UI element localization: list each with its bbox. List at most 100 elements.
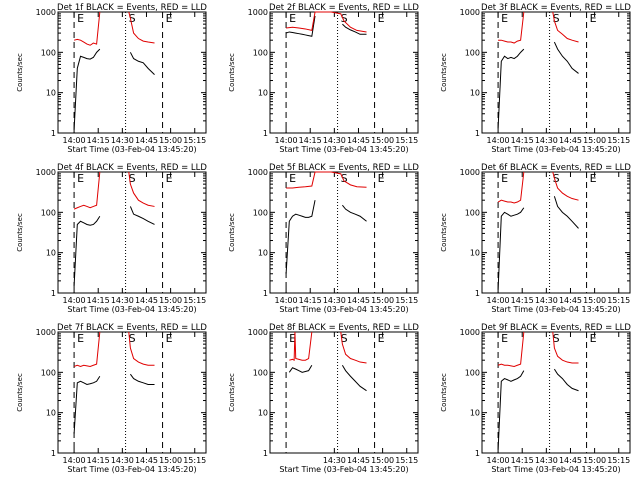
series-events bbox=[288, 364, 313, 373]
series-lld bbox=[73, 11, 101, 46]
x-tick-label: 14:45 bbox=[135, 296, 158, 305]
x-tick-label: 15:00 bbox=[371, 136, 394, 145]
chart-title: Det 8f BLACK = Events, RED = LLD bbox=[269, 323, 419, 333]
x-tick-label: 14:30 bbox=[535, 456, 558, 465]
y-tick-label: 100 bbox=[253, 368, 268, 377]
x-tick-label: 14:00 bbox=[487, 296, 510, 305]
marker-label: S bbox=[341, 332, 348, 345]
marker-label: E bbox=[77, 332, 84, 345]
series-lld bbox=[73, 171, 101, 210]
y-tick-label: 100 bbox=[41, 368, 56, 377]
x-tick-label: 14:30 bbox=[323, 136, 346, 145]
marker-label: S bbox=[129, 172, 136, 185]
x-tick-label: 15:00 bbox=[583, 296, 606, 305]
marker-label: E bbox=[590, 12, 597, 25]
x-tick-label: 14:15 bbox=[87, 456, 110, 465]
chart-title: Det 6f BLACK = Events, RED = LLD bbox=[481, 163, 631, 173]
x-tick-label: 14:30 bbox=[111, 136, 134, 145]
y-tick-label: 1000 bbox=[36, 328, 56, 337]
series-lld bbox=[497, 331, 525, 367]
y-tick-label: 10 bbox=[258, 89, 268, 98]
x-tick-label: 15:00 bbox=[371, 296, 394, 305]
series-events bbox=[497, 207, 525, 290]
chart-panel-5: Det 5f BLACK = Events, RED = LLD 1 10 100 10… bbox=[228, 163, 419, 314]
y-tick-label: 1 bbox=[475, 129, 480, 138]
chart-title: Det 4f BLACK = Events, RED = LLD bbox=[57, 163, 207, 173]
x-axis-label: Start Time (03-Feb-04 13:45:20) bbox=[491, 465, 620, 474]
y-axis-label: Counts/sec bbox=[440, 213, 448, 252]
x-tick-label: 14:00 bbox=[487, 456, 510, 465]
series-events bbox=[497, 48, 525, 129]
plot-frame bbox=[269, 331, 419, 454]
x-tick-label: 14:45 bbox=[135, 456, 158, 465]
marker-label: E bbox=[590, 172, 597, 185]
x-tick-label: 14:00 bbox=[63, 296, 86, 305]
chart-panel-4: Det 4f BLACK = Events, RED = LLD 1 10 100 10… bbox=[16, 163, 207, 314]
series-lld bbox=[289, 331, 313, 362]
chart-title: Det 7f BLACK = Events, RED = LLD bbox=[57, 323, 207, 333]
chart-panel-9: Det 9f BLACK = Events, RED = LLD 1 10 100 10… bbox=[440, 323, 631, 474]
x-tick-label: 14:45 bbox=[347, 296, 370, 305]
y-tick-label: 10 bbox=[46, 249, 56, 258]
x-tick-label: 14:00 bbox=[487, 136, 510, 145]
y-tick-label: 1000 bbox=[248, 168, 268, 177]
series-events bbox=[129, 52, 155, 75]
x-tick-label: 15:15 bbox=[607, 456, 630, 465]
y-tick-label: 100 bbox=[465, 48, 480, 57]
series-events bbox=[342, 23, 367, 35]
y-tick-label: 10 bbox=[46, 89, 56, 98]
chart-panel-1: Det 1f BLACK = Events, RED = LLD 1 10 100 10… bbox=[16, 3, 207, 154]
x-tick-label: 14:45 bbox=[135, 136, 158, 145]
series-events bbox=[341, 364, 367, 392]
series-lld bbox=[73, 331, 101, 367]
marker-label: S bbox=[129, 12, 136, 25]
y-axis-label: Counts/sec bbox=[228, 53, 236, 92]
y-tick-label: 1 bbox=[51, 129, 56, 138]
series-events bbox=[553, 196, 579, 229]
y-axis-label: Counts/sec bbox=[228, 373, 236, 412]
marker-label: E bbox=[378, 12, 385, 25]
y-tick-label: 100 bbox=[465, 208, 480, 217]
x-tick-label: 15:15 bbox=[395, 136, 418, 145]
series-lld bbox=[552, 331, 579, 364]
x-tick-label: 15:15 bbox=[183, 296, 206, 305]
y-tick-label: 1 bbox=[263, 129, 268, 138]
marker-label: E bbox=[378, 172, 385, 185]
y-tick-label: 100 bbox=[41, 48, 56, 57]
x-axis-label: Start Time (03-Feb-04 13:45:20) bbox=[279, 145, 408, 154]
x-tick-label: 14:15 bbox=[299, 136, 322, 145]
chart-title: Det 9f BLACK = Events, RED = LLD bbox=[481, 323, 631, 333]
plot-frame bbox=[57, 171, 207, 294]
marker-label: E bbox=[590, 332, 597, 345]
y-tick-label: 100 bbox=[253, 48, 268, 57]
y-tick-label: 1 bbox=[51, 289, 56, 298]
marker-label: E bbox=[289, 332, 296, 345]
x-tick-label: 15:15 bbox=[183, 136, 206, 145]
marker-label: E bbox=[166, 172, 173, 185]
y-tick-label: 10 bbox=[470, 249, 480, 258]
plot-frame bbox=[269, 171, 419, 294]
series-events bbox=[73, 48, 101, 130]
x-tick-label: 14:15 bbox=[511, 456, 534, 465]
x-tick-label: 14:45 bbox=[559, 296, 582, 305]
marker-label: S bbox=[341, 172, 348, 185]
y-tick-label: 10 bbox=[258, 409, 268, 418]
series-events bbox=[129, 373, 155, 385]
x-tick-label: 15:15 bbox=[395, 296, 418, 305]
x-tick-label: 15:15 bbox=[607, 136, 630, 145]
x-tick-label: 14:45 bbox=[347, 136, 370, 145]
x-tick-label: 15:00 bbox=[159, 296, 182, 305]
x-tick-label: 15:00 bbox=[159, 136, 182, 145]
y-tick-label: 1 bbox=[475, 449, 480, 458]
x-tick-label: 14:30 bbox=[323, 296, 346, 305]
x-axis-label: Start Time (03-Feb-04 13:45:20) bbox=[67, 305, 196, 314]
series-lld bbox=[128, 11, 155, 44]
marker-label: E bbox=[77, 172, 84, 185]
marker-label: E bbox=[501, 172, 508, 185]
x-tick-label: 15:15 bbox=[607, 296, 630, 305]
plot-frame bbox=[57, 11, 207, 134]
marker-label: S bbox=[553, 172, 560, 185]
y-tick-label: 1000 bbox=[460, 8, 480, 17]
marker-label: S bbox=[129, 332, 136, 345]
chart-title: Det 3f BLACK = Events, RED = LLD bbox=[481, 3, 631, 13]
